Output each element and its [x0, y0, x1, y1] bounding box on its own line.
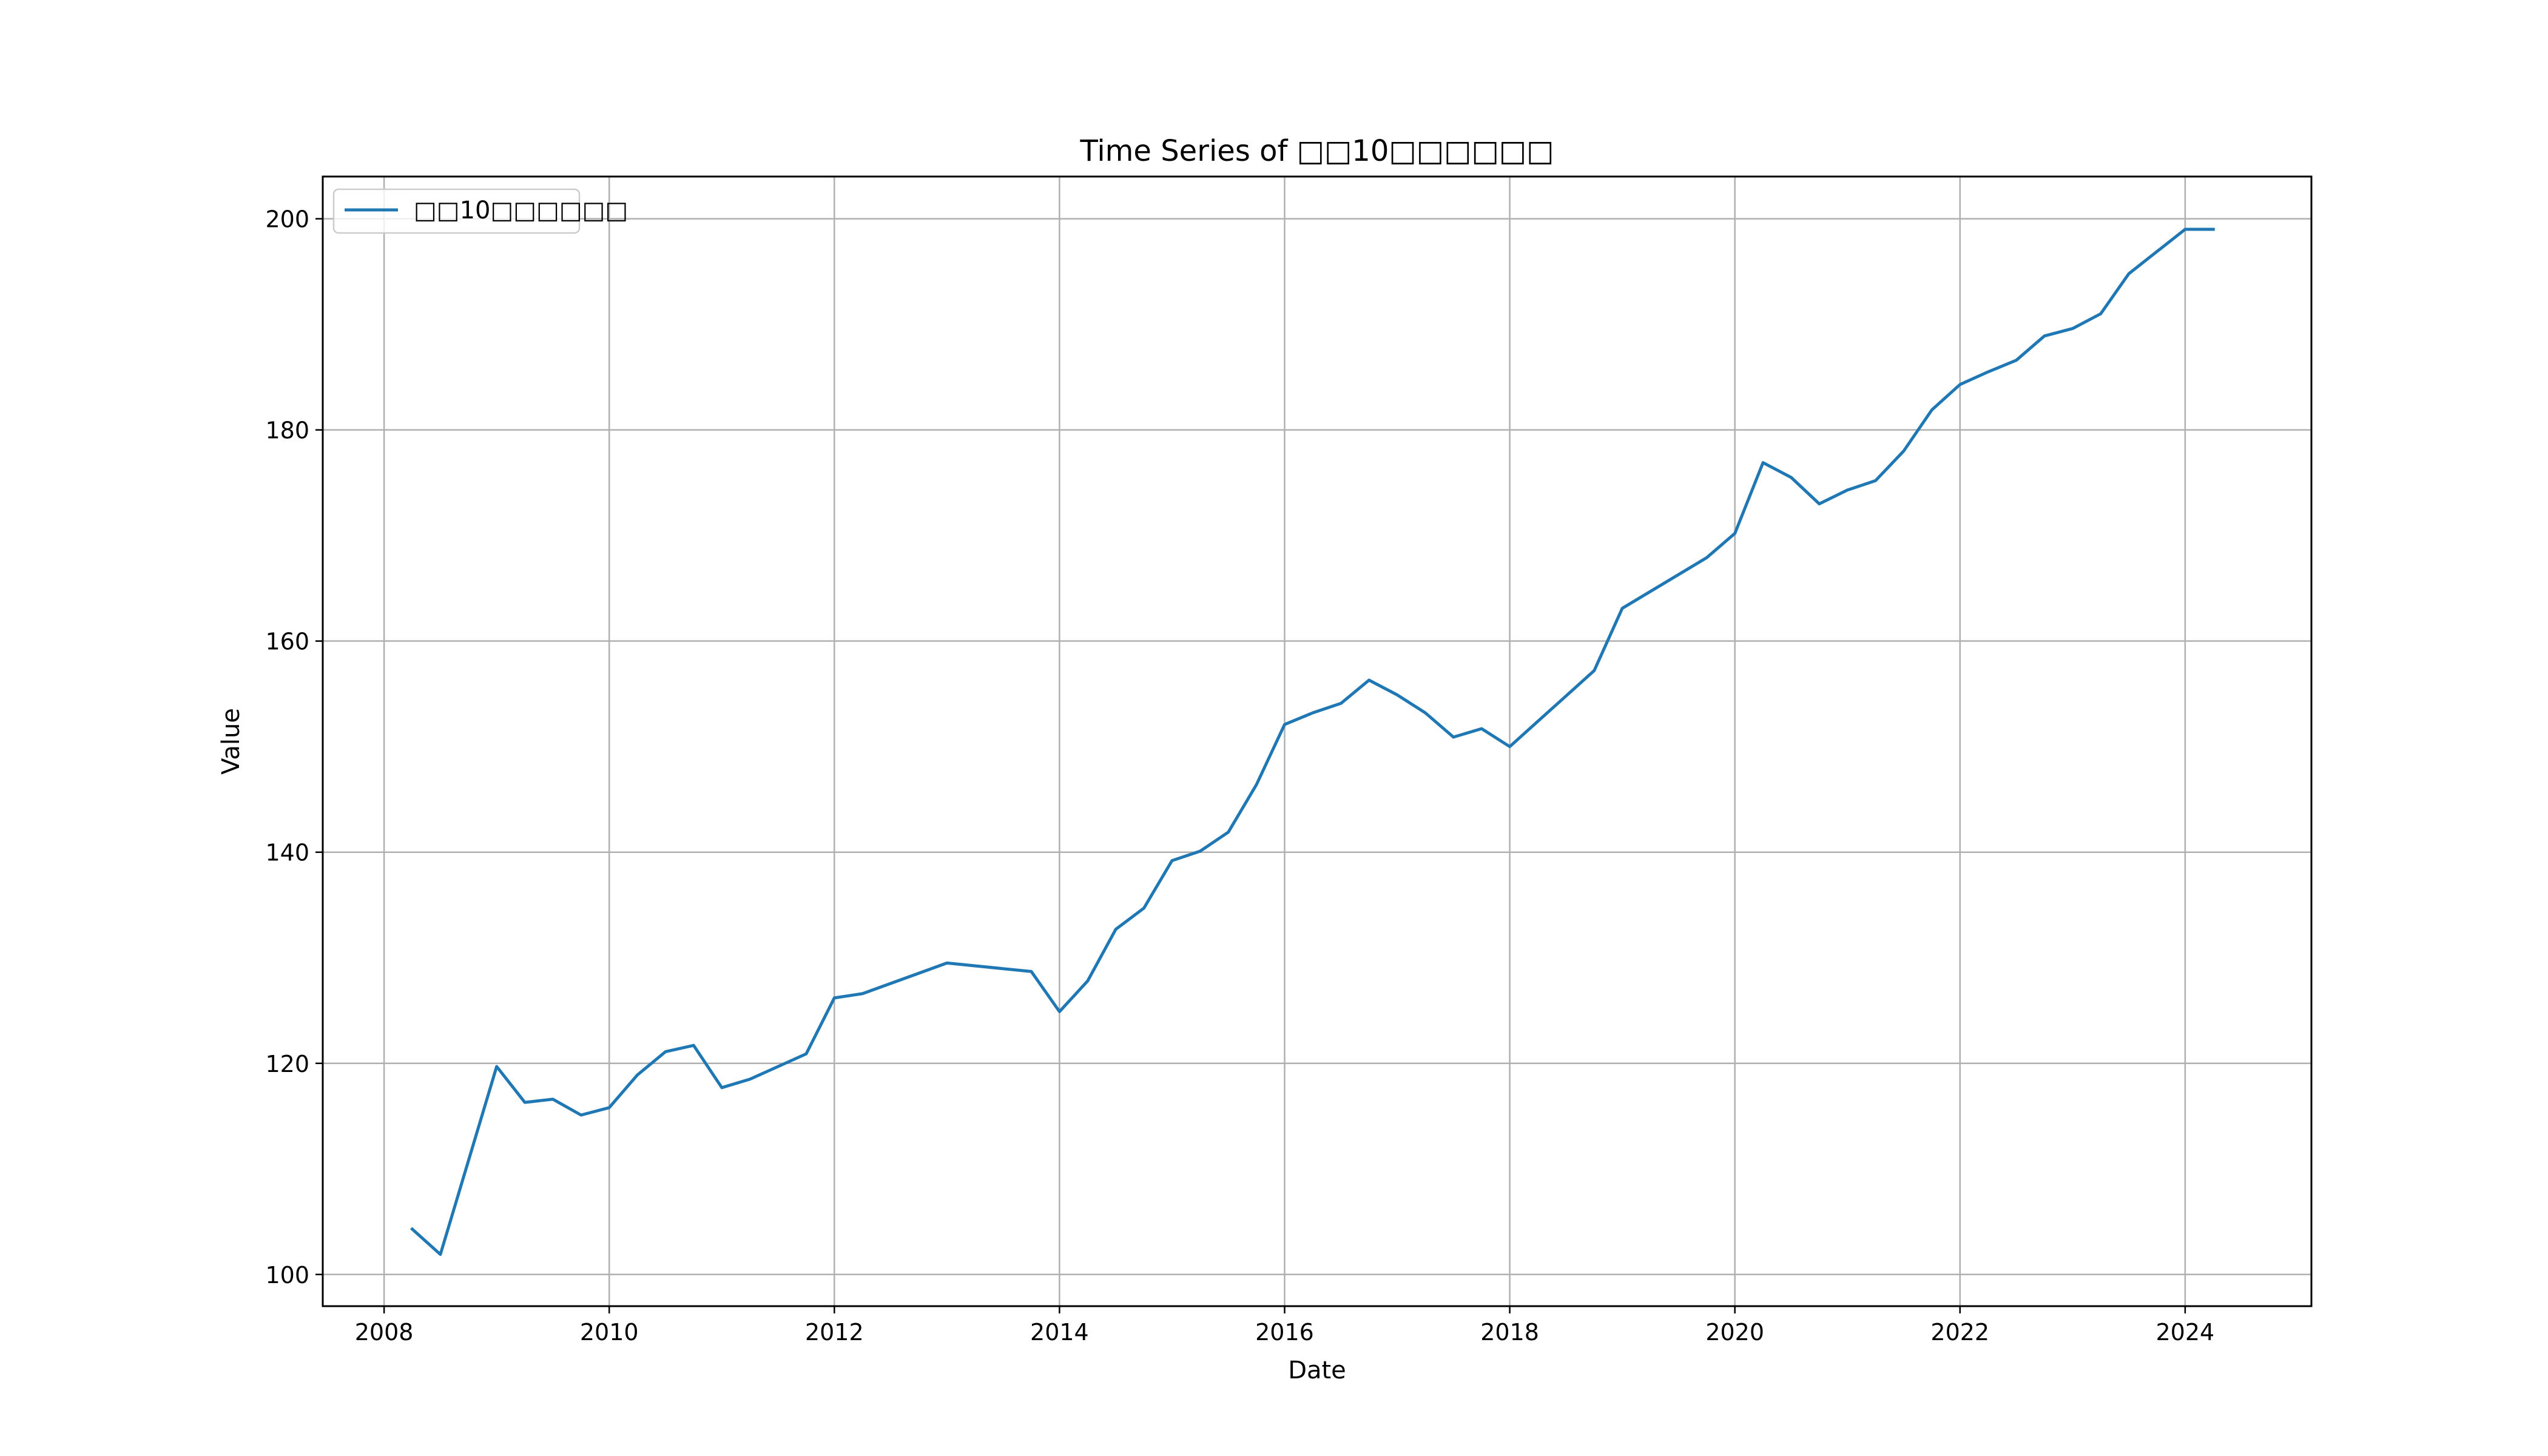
- legend: □□10□□□□□□: [332, 188, 628, 234]
- legend-box: [332, 188, 581, 234]
- y-axis-ticks: 100 120 140 160 180 200: [265, 206, 323, 1289]
- series-layer: [410, 228, 2215, 1256]
- y-axis-label: Value: [217, 708, 245, 775]
- y-tick-label: 100: [265, 1262, 309, 1289]
- chart-title: Time Series of □□10□□□□□□: [1079, 134, 1554, 168]
- x-tick-label: 2024: [2156, 1319, 2215, 1346]
- legend-label: □□10□□□□□□: [414, 197, 628, 224]
- x-gridlines: [383, 177, 2186, 1306]
- y-tick-label: 140: [265, 840, 309, 866]
- axes-frame: [322, 175, 2313, 1307]
- series-line: [410, 228, 2215, 1256]
- x-tick-label: 2014: [1030, 1319, 1089, 1346]
- y-tick-label: 200: [265, 206, 309, 233]
- y-tick-label: 120: [265, 1051, 309, 1077]
- x-axis-ticks: 2008 2010 2012 2014 2016 2018 2020 2022 2024: [355, 1306, 2214, 1346]
- x-tick-label: 2008: [355, 1319, 414, 1346]
- x-tick-label: 2016: [1255, 1319, 1314, 1346]
- y-gridlines: [323, 218, 2311, 1276]
- x-tick-label: 2012: [805, 1319, 864, 1346]
- y-tick-label: 160: [265, 629, 309, 655]
- x-tick-label: 2022: [1930, 1319, 1989, 1346]
- y-tick-label: 180: [265, 417, 309, 444]
- x-tick-label: 2020: [1705, 1319, 1764, 1346]
- x-tick-label: 2018: [1480, 1319, 1539, 1346]
- x-axis-label: Date: [1288, 1357, 1346, 1384]
- x-tick-label: 2010: [580, 1319, 639, 1346]
